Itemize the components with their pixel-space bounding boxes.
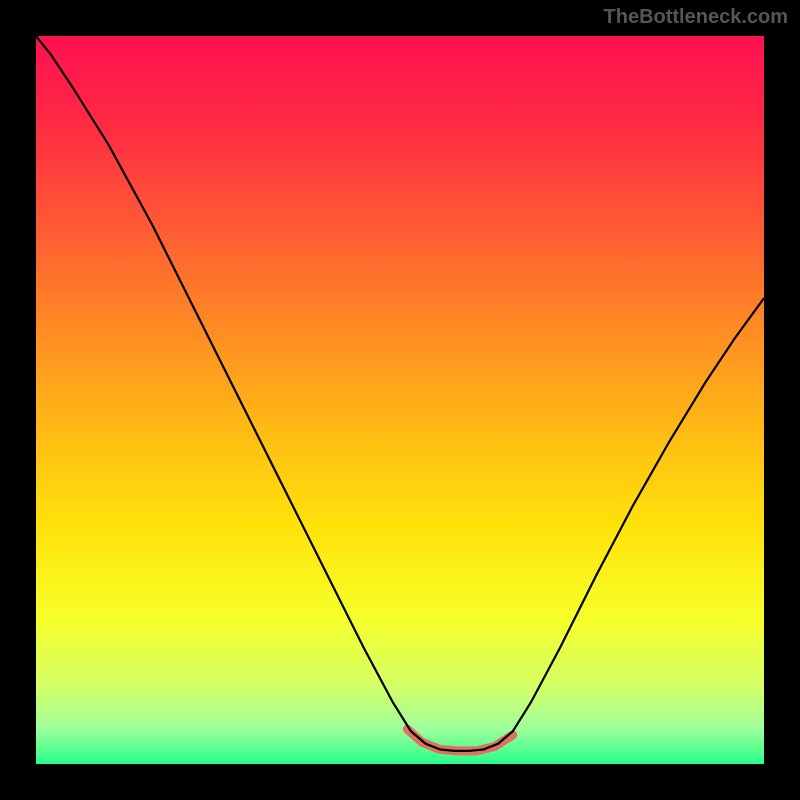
gradient-rect [36,36,764,764]
bottleneck-chart-background [36,36,764,764]
watermark-text: TheBottleneck.com [604,6,788,29]
